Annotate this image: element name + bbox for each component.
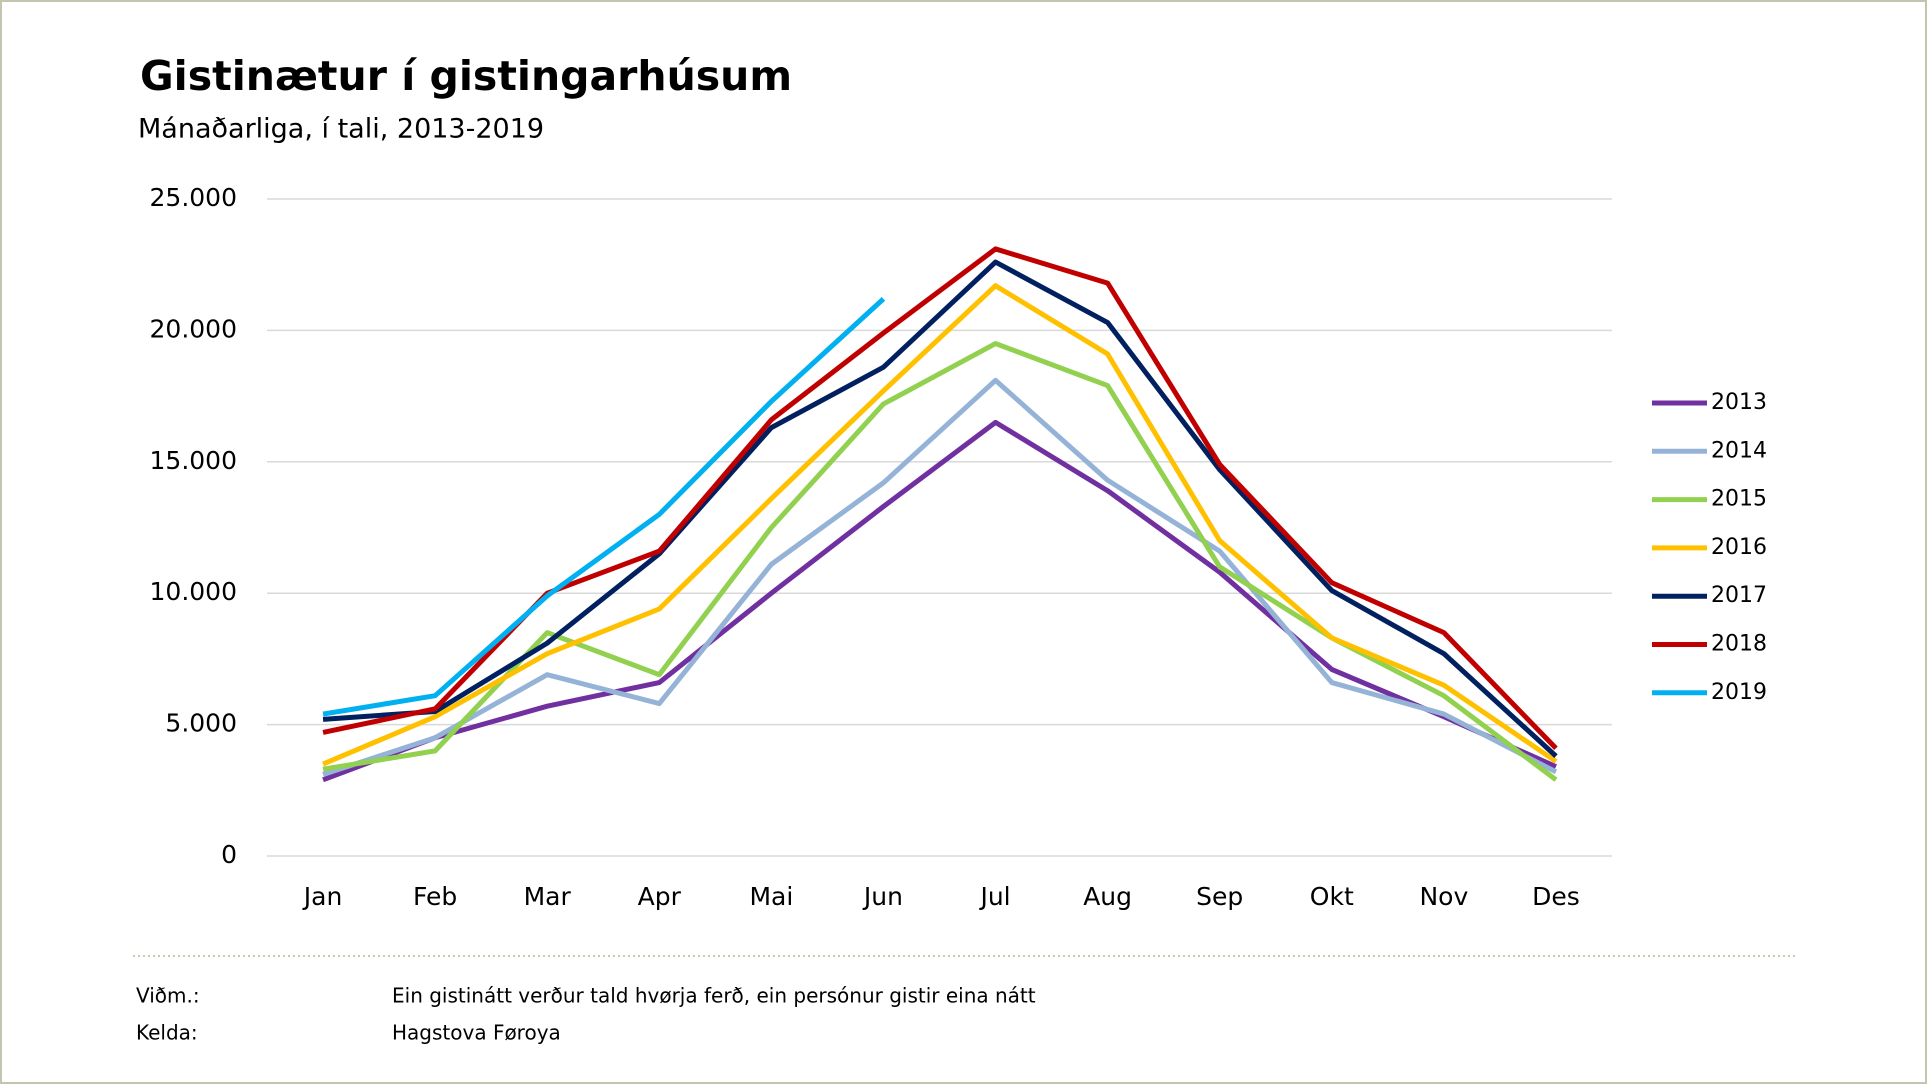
legend-label: 2018 <box>1711 632 1767 657</box>
series-line <box>322 377 1558 777</box>
x-tick-label: Aug <box>1083 882 1132 911</box>
y-tick-label: 0 <box>221 840 237 869</box>
chart-subtitle: Mánaðarliga, í tali, 2013-2019 <box>138 114 544 145</box>
x-tick-label: Des <box>1532 882 1580 911</box>
x-tick-label: Okt <box>1310 882 1354 911</box>
note-text: Ein gistinátt verður tald hvørja ferð, e… <box>392 984 1036 1008</box>
x-tick-label: Jul <box>978 882 1010 911</box>
y-tick-label: 15.000 <box>150 446 237 475</box>
x-tick-label: Sep <box>1196 882 1243 911</box>
series-line <box>322 283 1558 767</box>
y-tick-label: 20.000 <box>150 314 237 343</box>
series-line <box>322 419 1557 783</box>
x-tick-label: Feb <box>413 882 457 911</box>
legend-label: 2016 <box>1711 535 1767 560</box>
x-tick-label: Jan <box>302 882 343 911</box>
x-tick-label: Jun <box>862 882 903 911</box>
legend-label: 2017 <box>1711 583 1767 608</box>
y-tick-label: 10.000 <box>150 577 237 606</box>
legend-label: 2015 <box>1711 487 1767 512</box>
legend-label: 2013 <box>1711 390 1767 415</box>
note-label: Viðm.: <box>136 984 200 1008</box>
legend-label: 2019 <box>1711 680 1767 705</box>
legend-label: 2014 <box>1711 438 1767 463</box>
x-tick-label: Mai <box>749 882 793 911</box>
x-tick-label: Mar <box>524 882 572 911</box>
series-line <box>322 297 886 717</box>
y-tick-label: 25.000 <box>150 183 237 212</box>
chart-title: Gistinætur í gistingarhúsum <box>140 52 792 100</box>
x-tick-label: Nov <box>1419 882 1468 911</box>
x-tick-label: Apr <box>638 882 682 911</box>
note-text: Hagstova Føroya <box>392 1021 561 1045</box>
note-label: Kelda: <box>136 1021 198 1045</box>
series-line <box>322 259 1558 758</box>
y-tick-label: 5.000 <box>165 709 237 738</box>
